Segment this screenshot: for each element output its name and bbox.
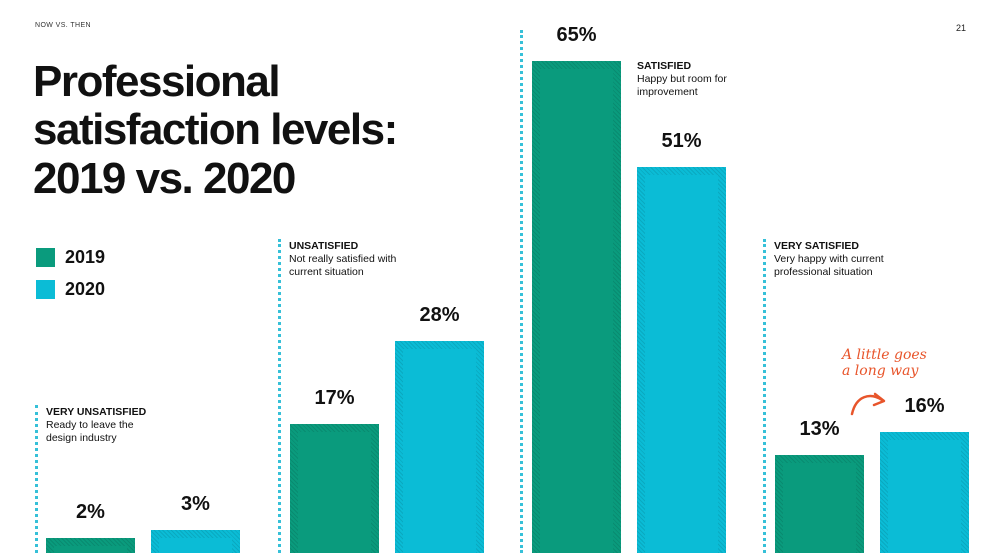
bar-fill (888, 439, 961, 553)
category-title: VERY SATISFIED (774, 240, 859, 252)
legend-label-2019: 2019 (65, 246, 106, 267)
bar-very-satisfied-2020 (880, 431, 969, 553)
group-divider-very-satisfied (763, 239, 766, 553)
value-label-unsatisfied-2020: 28% (419, 304, 460, 327)
category-description: Ready to leave the design industry (46, 419, 134, 444)
value-label-very-satisfied-2020: 16% (904, 394, 945, 417)
category-label-very-unsatisfied: VERY UNSATISFIED Ready to leave the desi… (46, 406, 156, 445)
bar-unsatisfied-2020 (395, 341, 484, 553)
category-label-satisfied: SATISFIED Happy but room for improvement (637, 60, 732, 99)
bar-fill (540, 69, 613, 553)
value-label-very-unsatisfied-2020: 3% (181, 493, 210, 516)
bar-satisfied-2020 (637, 166, 726, 553)
curved-arrow-icon (850, 392, 886, 416)
bar-very-unsatisfied-2019 (46, 537, 135, 553)
bar-fill (783, 462, 856, 553)
bar-fill (298, 432, 371, 553)
group-divider-unsatisfied (278, 239, 281, 553)
value-label-satisfied-2020: 51% (661, 129, 702, 152)
page-number: 21 (955, 23, 966, 33)
value-label-very-unsatisfied-2019: 2% (76, 500, 105, 523)
bar-fill (54, 545, 127, 553)
legend: 2019 2020 (36, 241, 105, 305)
value-label-very-satisfied-2019: 13% (799, 417, 840, 440)
legend-swatch-2019 (36, 247, 55, 267)
category-label-very-satisfied: VERY SATISFIED Very happy with current p… (774, 240, 894, 279)
bar-very-satisfied-2019 (775, 454, 864, 553)
bar-satisfied-2019 (532, 61, 621, 553)
bar-very-unsatisfied-2020 (151, 530, 240, 553)
category-description: Not really satisfied with current situat… (289, 253, 397, 278)
bar-unsatisfied-2019 (290, 424, 379, 553)
legend-label-2020: 2020 (65, 278, 106, 299)
annotation-line-2: a long way (842, 363, 919, 379)
group-divider-very-unsatisfied (35, 405, 38, 553)
eyebrow-label: NOW VS. THEN (35, 22, 92, 29)
page-title: Professional satisfaction levels: 2019 v… (33, 57, 398, 203)
category-title: UNSATISFIED (289, 240, 359, 252)
annotation-note: A little goes a long way (842, 347, 927, 379)
group-divider-satisfied (520, 30, 523, 553)
bar-fill (645, 174, 718, 553)
bar-fill (159, 538, 232, 553)
category-label-unsatisfied: UNSATISFIED Not really satisfied with cu… (289, 240, 409, 279)
category-title: SATISFIED (637, 60, 692, 72)
category-title: VERY UNSATISFIED (46, 406, 147, 418)
legend-item-2019: 2019 (36, 241, 105, 273)
legend-item-2020: 2020 (36, 273, 105, 305)
legend-swatch-2020 (36, 279, 55, 299)
value-label-satisfied-2019: 65% (556, 24, 597, 46)
bar-fill (403, 349, 476, 553)
value-label-unsatisfied-2019: 17% (314, 387, 355, 410)
annotation-line-1: A little goes (842, 347, 927, 363)
category-description: Very happy with current professional sit… (774, 253, 884, 278)
category-description: Happy but room for improvement (637, 73, 727, 98)
